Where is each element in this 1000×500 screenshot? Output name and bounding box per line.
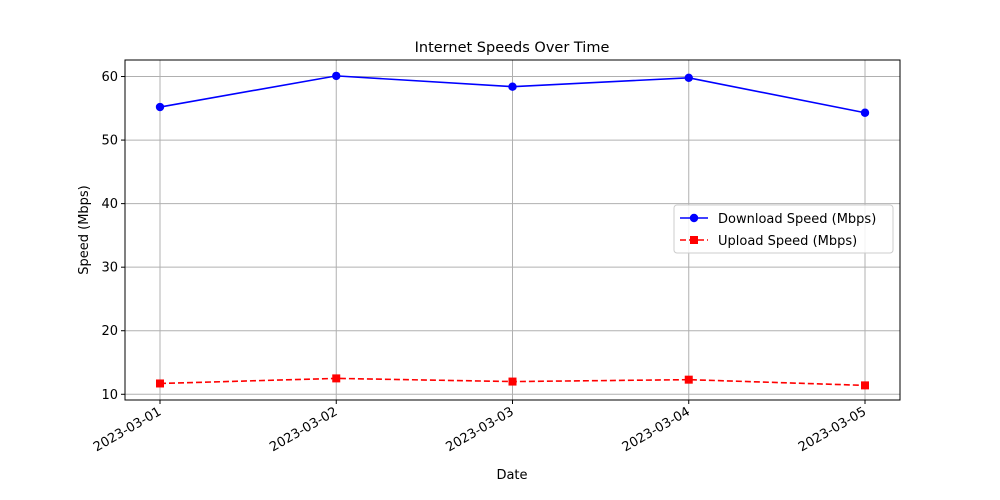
legend-download-marker (690, 214, 698, 222)
upload-point (332, 374, 340, 382)
x-axis-label: Date (496, 468, 527, 483)
y-axis-label: Speed (Mbps) (77, 185, 92, 275)
download-point (861, 109, 869, 117)
download-point (156, 103, 164, 111)
upload-point (509, 378, 517, 386)
upload-point (156, 379, 164, 387)
legend-download-label: Download Speed (Mbps) (718, 212, 876, 227)
download-point (332, 72, 340, 80)
download-point (508, 82, 516, 90)
y-tick-label: 50 (101, 134, 118, 149)
y-tick-label: 40 (101, 197, 118, 212)
y-tick-label: 20 (101, 324, 118, 339)
legend-upload-marker (690, 236, 698, 244)
upload-point (861, 381, 869, 389)
y-tick-label: 60 (101, 70, 118, 85)
y-tick-label: 30 (101, 261, 118, 276)
y-tick-label: 10 (101, 388, 118, 403)
download-point (685, 74, 693, 82)
legend: Download Speed (Mbps) Upload Speed (Mbps… (674, 205, 893, 253)
legend-upload-label: Upload Speed (Mbps) (718, 234, 857, 249)
chart-title: Internet Speeds Over Time (415, 40, 610, 56)
upload-point (685, 376, 693, 384)
